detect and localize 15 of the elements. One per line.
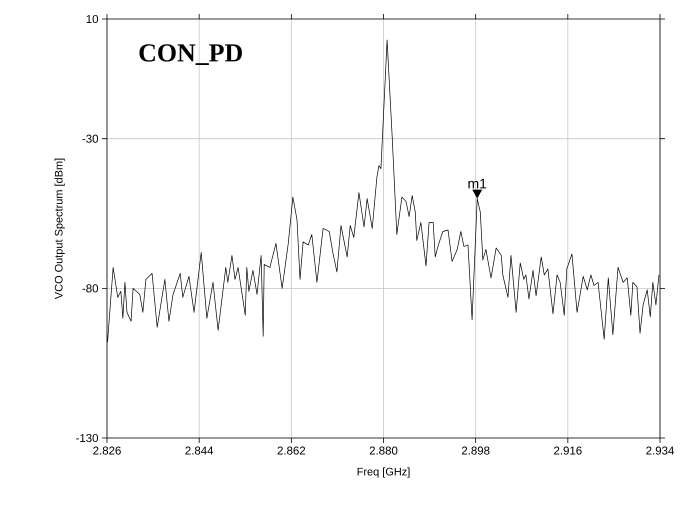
x-tick-label: 2.826	[93, 446, 121, 455]
annotation: m1	[468, 178, 486, 188]
y-tick-label: 10	[86, 14, 98, 24]
x-tick-label: 2.934	[646, 446, 674, 455]
x-tick-label: 2.916	[554, 446, 582, 455]
y-axis-title: VCO Output Spectrum [dBm]	[54, 158, 65, 300]
x-tick-label: 2.880	[370, 446, 398, 455]
x-tick-label: 2.844	[185, 446, 214, 455]
x-tick-label: 2.862	[278, 446, 306, 455]
y-tick-label: -30	[82, 134, 98, 143]
y-tick-label: -130	[76, 434, 98, 442]
x-tick-label: 2.898	[462, 446, 490, 455]
y-tick-label: -80	[82, 284, 98, 292]
x-axis-title: Freq [GHz]	[358, 467, 410, 478]
annotation: CON_PD	[139, 44, 242, 65]
